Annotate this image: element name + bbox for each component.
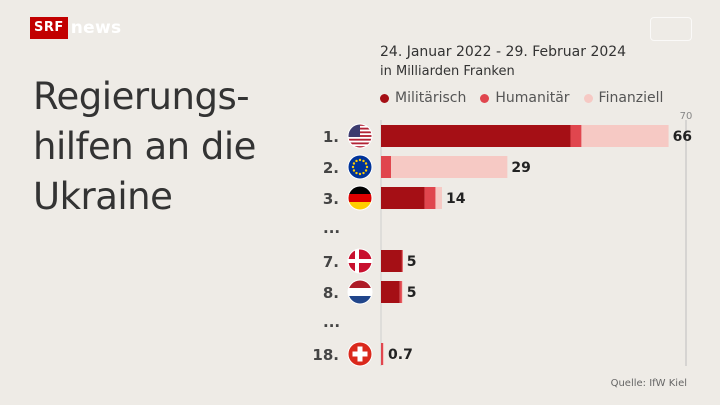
data-label: 0.7	[388, 347, 413, 363]
legend-item-humanitarian: Humanitär	[480, 90, 570, 106]
legend-label: Finanziell	[598, 90, 664, 106]
bar-segment-humanitarian	[401, 250, 403, 272]
legend-swatch	[583, 93, 593, 103]
bar-segment-humanitarian	[399, 281, 402, 303]
x-tick-label: 70	[680, 111, 693, 122]
bar-segment-humanitarian	[381, 343, 384, 365]
legend-label: Militärisch	[395, 90, 467, 106]
data-label: 14	[446, 191, 466, 207]
germany-flag-icon	[347, 185, 373, 211]
row-ellipsis: ...	[323, 313, 340, 331]
bar-segment-financial	[581, 125, 669, 147]
bar-segment-financial	[435, 187, 442, 209]
rank-label: 8.	[323, 284, 339, 302]
logo-text: news	[70, 18, 122, 38]
data-label: 66	[673, 129, 692, 145]
headline: Regierungs- hilfen an die Ukraine	[33, 72, 283, 222]
eu-flag-icon	[347, 154, 373, 180]
bar-segment-financial	[383, 343, 385, 365]
legend-item-financial: Finanziell	[583, 90, 664, 106]
date-range: 24. Januar 2022 - 29. Februar 2024	[380, 44, 627, 60]
row-ellipsis: ...	[323, 219, 340, 237]
rank-label: 3.	[323, 190, 339, 208]
data-label: 29	[511, 160, 530, 176]
usa-flag-icon	[347, 123, 373, 149]
headline-line: Ukraine	[33, 175, 173, 218]
headline-line: hilfen an die	[33, 125, 256, 168]
legend-item-military: Militärisch	[380, 90, 466, 106]
switzerland-flag-icon	[347, 341, 373, 367]
bar-segment-humanitarian	[381, 156, 392, 178]
rank-label: 2.	[323, 159, 339, 177]
rank-label: 7.	[323, 253, 339, 271]
broadcaster-watermark	[650, 17, 692, 41]
headline-line: Regierungs-	[33, 75, 250, 118]
bar-segment-humanitarian	[570, 125, 582, 147]
rank-label: 18.	[312, 346, 339, 364]
data-label: 5	[407, 285, 417, 301]
legend-label: Humanitär	[495, 90, 570, 106]
unit-label: in Milliarden Franken	[380, 64, 515, 79]
legend-swatch	[480, 93, 490, 103]
bar-segment-financial	[401, 281, 403, 303]
source-note: Quelle: IfW Kiel	[610, 378, 687, 389]
data-label: 5	[407, 254, 417, 270]
logo-box: SRF	[30, 17, 68, 39]
bar-segment-humanitarian	[424, 187, 436, 209]
denmark-flag-icon	[347, 248, 373, 274]
bar-segment-military	[381, 125, 571, 147]
bar-segment-military	[381, 187, 425, 209]
bar-segment-financial	[391, 156, 508, 178]
legend-swatch	[380, 93, 389, 103]
chart-legend: Militärisch Humanitär Finanziell	[380, 90, 663, 106]
srf-news-logo: SRF news	[30, 17, 121, 39]
rank-label: 1.	[323, 128, 339, 146]
netherlands-flag-icon	[347, 279, 373, 305]
bar-segment-military	[381, 281, 400, 303]
bar-segment-military	[381, 250, 402, 272]
